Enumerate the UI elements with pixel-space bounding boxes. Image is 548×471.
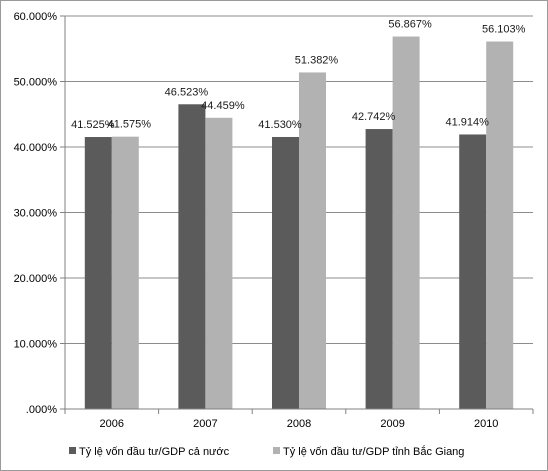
data-label-series-1: 46.523% [165, 86, 209, 98]
bar-series-1 [84, 137, 112, 410]
data-label-series-2: 56.867% [388, 19, 432, 31]
y-tick-label: 20.000% [14, 273, 58, 285]
legend-swatch [69, 447, 76, 454]
data-label-series-2: 41.575% [108, 119, 152, 131]
x-tick-labels: 2006 2007 2008 2009 2010 [100, 418, 499, 430]
data-label-series-2: 44.459% [201, 100, 245, 112]
bar-series-2 [486, 41, 514, 409]
legend-swatch [273, 447, 280, 454]
legend-label: Tỷ lệ vốn đầu tư/GDP tỉnh Bắc Giang [283, 445, 464, 458]
y-tick-label: 40.000% [14, 142, 58, 154]
y-tick-labels: .000% 10.000% 20.000% 30.000% 40.000% 50.000%… [14, 11, 58, 416]
y-tick-label: 10.000% [14, 339, 58, 351]
data-label-series-1: 42.742% [352, 111, 396, 123]
x-tick-label: 2006 [100, 418, 124, 430]
axes [60, 15, 534, 414]
bar-series-1 [178, 104, 206, 409]
y-tick-label: 30.000% [14, 208, 58, 220]
y-tick-label: 50.000% [14, 77, 58, 89]
x-tick-label: 2009 [380, 418, 404, 430]
data-label-series-1: 41.525% [71, 119, 115, 131]
bar-series-2 [299, 72, 326, 409]
bar-series-1 [459, 134, 487, 409]
bar-series-2 [392, 36, 420, 409]
x-tick-label: 2010 [474, 418, 498, 430]
bar-series-1 [365, 129, 393, 409]
legend: Tỷ lệ vốn đầu tư/GDP cả nước Tỷ lệ vốn đầ… [69, 445, 464, 458]
legend-label: Tỷ lệ vốn đầu tư/GDP cả nước [79, 446, 230, 458]
y-tick-label: 60.000% [14, 11, 58, 23]
bar-series-2 [111, 136, 139, 409]
data-label-series-1: 41.914% [445, 116, 489, 128]
x-tick-label: 2008 [287, 418, 311, 430]
x-tick-label: 2007 [193, 418, 217, 430]
y-tick-label: .000% [26, 404, 57, 416]
data-labels: 41.525%41.575% 46.523% 44.459% 41.530% 51.38… [71, 19, 526, 131]
bar-series-2 [205, 117, 233, 409]
bars [84, 36, 514, 410]
bar-series-1 [272, 136, 299, 409]
data-label-series-2: 51.382% [295, 54, 339, 66]
data-label-series-1: 41.530% [258, 119, 302, 131]
data-label-series-2: 56.103% [482, 24, 526, 36]
